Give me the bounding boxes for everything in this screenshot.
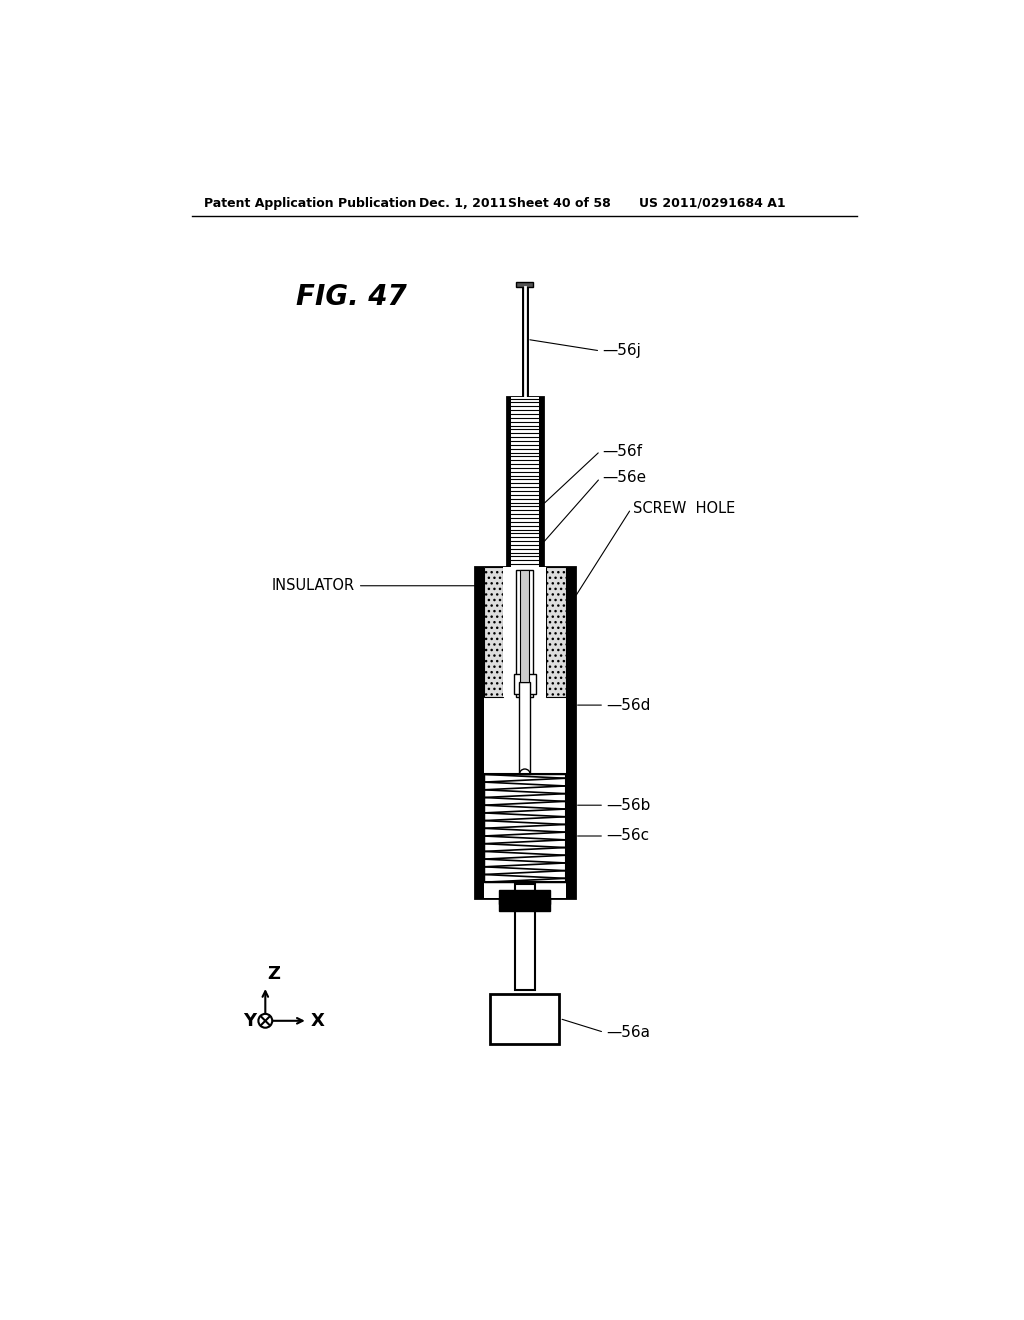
Bar bbox=[484, 775, 565, 882]
Bar bbox=[475, 566, 574, 898]
Text: X: X bbox=[310, 1012, 325, 1030]
Text: Sheet 40 of 58: Sheet 40 of 58 bbox=[508, 197, 610, 210]
Bar bbox=[516, 570, 534, 697]
Bar bbox=[484, 775, 565, 882]
Text: FIG. 47: FIG. 47 bbox=[296, 284, 407, 312]
Bar bbox=[484, 566, 565, 898]
Bar bbox=[514, 675, 536, 693]
Text: Z: Z bbox=[267, 965, 281, 983]
Text: Y: Y bbox=[243, 1012, 256, 1030]
Bar bbox=[500, 890, 550, 904]
Text: Patent Application Publication: Patent Application Publication bbox=[204, 197, 416, 210]
Text: —56f: —56f bbox=[602, 444, 643, 458]
Text: INSULATOR: INSULATOR bbox=[271, 578, 354, 593]
Text: —56d: —56d bbox=[606, 697, 651, 713]
Text: —56j: —56j bbox=[602, 343, 641, 359]
Text: —56b: —56b bbox=[606, 797, 651, 813]
Bar bbox=[516, 281, 534, 286]
Bar bbox=[500, 898, 550, 911]
Bar bbox=[519, 682, 530, 775]
Text: Dec. 1, 2011: Dec. 1, 2011 bbox=[419, 197, 508, 210]
Bar bbox=[503, 566, 547, 697]
Bar bbox=[515, 884, 535, 990]
Bar bbox=[507, 397, 543, 566]
Bar bbox=[547, 566, 565, 697]
Bar bbox=[490, 994, 559, 1044]
Text: SCREW  HOLE: SCREW HOLE bbox=[634, 502, 735, 516]
Text: —56c: —56c bbox=[606, 829, 649, 843]
Bar bbox=[511, 397, 539, 566]
Text: US 2011/0291684 A1: US 2011/0291684 A1 bbox=[639, 197, 785, 210]
Bar bbox=[484, 566, 503, 697]
Bar bbox=[520, 570, 529, 682]
Text: —56a: —56a bbox=[606, 1024, 650, 1040]
Circle shape bbox=[258, 1014, 272, 1028]
Text: —56e: —56e bbox=[602, 470, 647, 486]
